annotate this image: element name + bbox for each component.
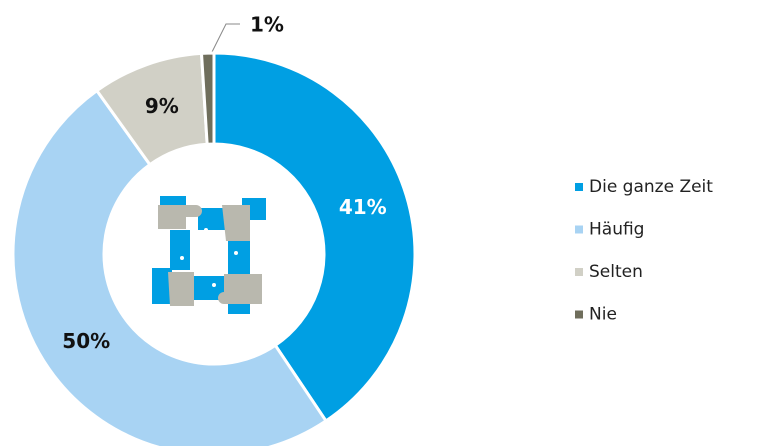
legend-swatch [575, 225, 583, 234]
legend-label: Die ganze Zeit [589, 177, 713, 197]
leader-line [209, 23, 240, 57]
legend-swatch [575, 183, 583, 191]
center-icon [152, 196, 266, 314]
legend-label: Häufig [589, 220, 644, 240]
donut-slice [212, 51, 417, 423]
legend-label: Nie [589, 305, 617, 325]
legend-swatch [575, 268, 583, 276]
data-label: 41% [339, 195, 387, 219]
data-label: 9% [145, 94, 179, 118]
legend-label: Selten [589, 262, 643, 282]
donut-slice [11, 88, 329, 446]
legend-swatch [575, 310, 583, 319]
data-label: 50% [62, 329, 110, 353]
donut-slice [199, 51, 216, 146]
data-label: 1% [250, 13, 284, 37]
